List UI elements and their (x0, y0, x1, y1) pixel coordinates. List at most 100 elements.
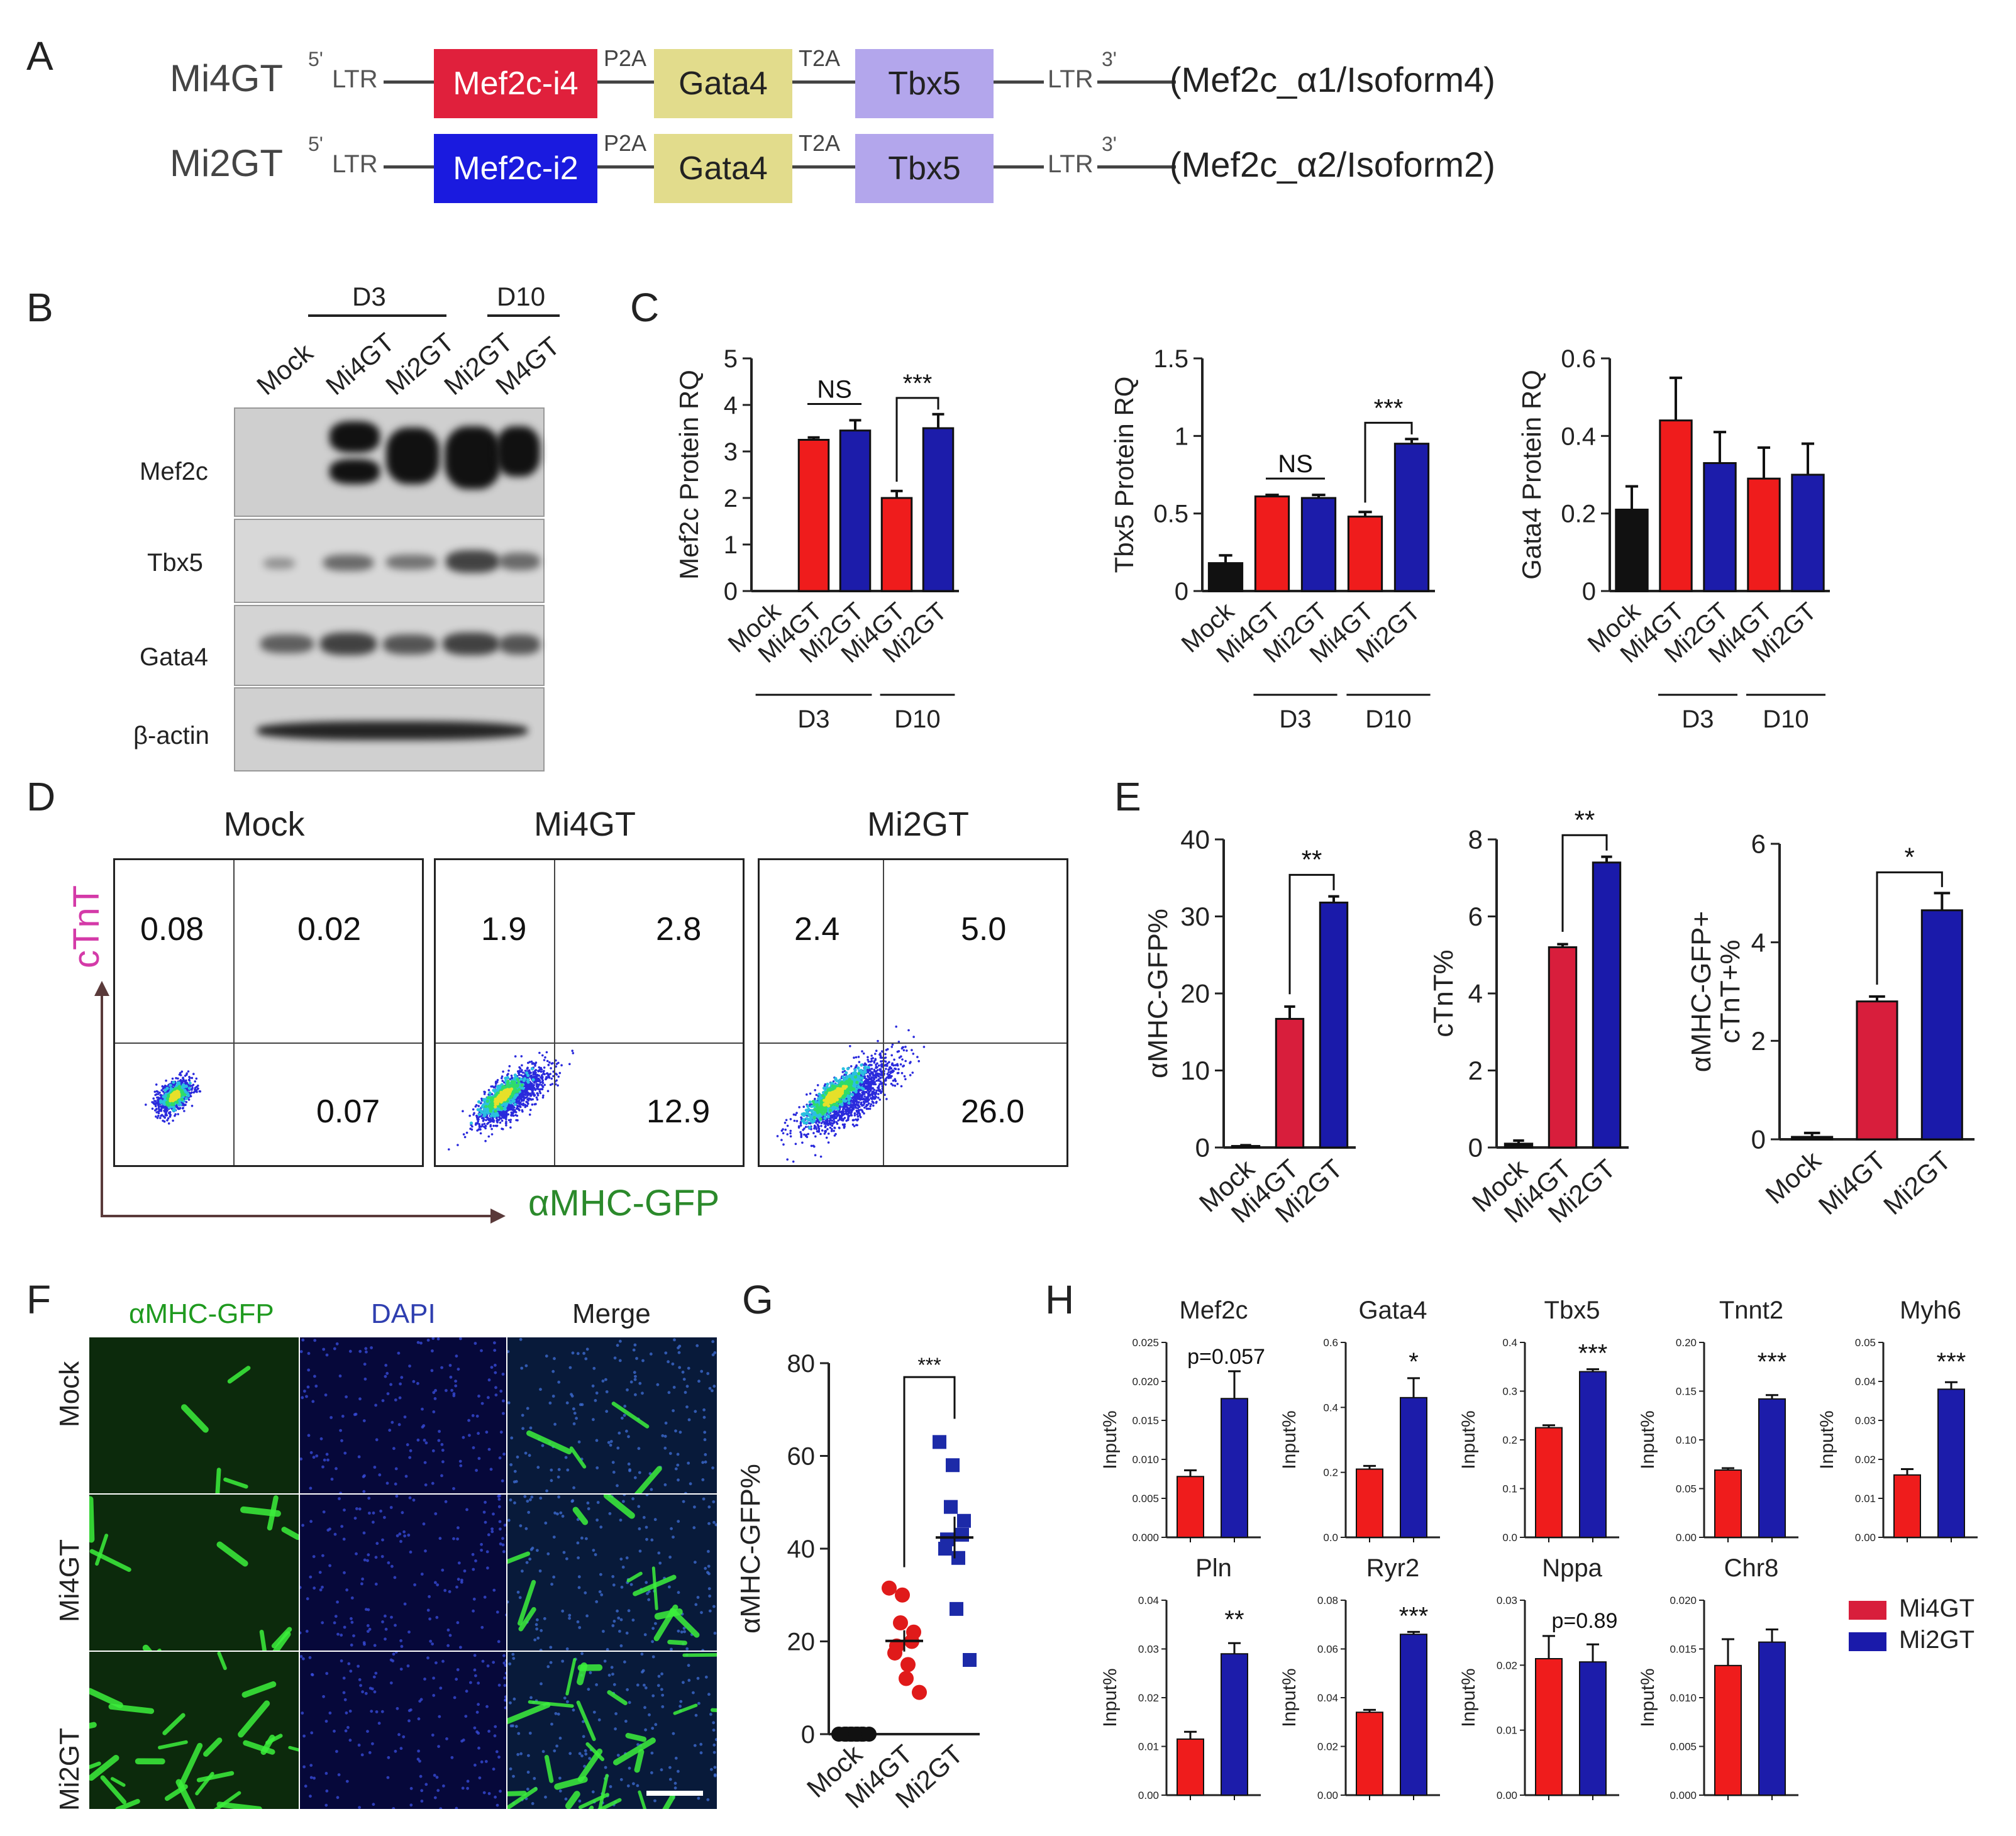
event-dot (154, 1105, 157, 1107)
event-dot (549, 1083, 552, 1087)
event-dot (180, 1097, 184, 1102)
event-dot (157, 1114, 160, 1117)
y-tick-label: 4 (1751, 927, 1766, 957)
y-axis-title: Input% (1637, 1668, 1658, 1727)
event-dot (541, 1074, 543, 1076)
gene-title: Gata4 (1359, 1297, 1427, 1324)
group-label: D3 (1681, 705, 1714, 733)
event-dot (523, 1093, 525, 1096)
event-dot (187, 1078, 191, 1081)
event-dot (505, 1102, 509, 1106)
event-dot (800, 1116, 802, 1119)
event-dot (843, 1123, 846, 1126)
event-dot (509, 1126, 512, 1129)
event-dot (541, 1081, 545, 1085)
event-dot (153, 1090, 157, 1093)
gate-vertical (233, 860, 235, 1165)
event-dot (885, 1098, 888, 1100)
construct-name: Mi2GT (170, 142, 283, 184)
event-dot (156, 1117, 159, 1119)
event-dot (154, 1093, 157, 1097)
gene-title: Tbx5 (1544, 1297, 1600, 1324)
event-dot (186, 1081, 188, 1084)
ltr-left-label: LTR (332, 150, 378, 178)
event-dot (907, 1029, 910, 1032)
panel-letter-f: F (26, 1277, 52, 1322)
y-axis-title: Input% (1458, 1668, 1479, 1727)
event-dot (470, 1128, 474, 1131)
event-dot (505, 1120, 507, 1123)
event-dot (511, 1105, 514, 1109)
event-dot (483, 1093, 486, 1095)
event-dot (158, 1092, 161, 1094)
event-dot (858, 1061, 861, 1063)
event-dot (520, 1055, 523, 1058)
event-dot (541, 1096, 545, 1099)
event-dot (514, 1094, 518, 1098)
event-dot (542, 1072, 545, 1075)
ltr-right-label: LTR (1044, 150, 1097, 179)
event-dot (477, 1100, 481, 1103)
flow-density (145, 1070, 202, 1125)
event-dot (513, 1073, 517, 1077)
event-dot (162, 1119, 164, 1122)
event-dot (552, 1075, 555, 1078)
event-dot (518, 1073, 521, 1076)
event-dot (197, 1087, 199, 1090)
band (499, 553, 540, 570)
event-dot (572, 1052, 575, 1054)
data-point (933, 1435, 946, 1449)
bar-mi4gt (1356, 1468, 1383, 1538)
significance-label: *** (1937, 1348, 1966, 1376)
event-dot (902, 1065, 904, 1068)
event-dot (157, 1112, 160, 1115)
event-dot (475, 1114, 478, 1117)
event-dot (188, 1076, 191, 1078)
event-dot (848, 1107, 851, 1109)
event-dot (539, 1081, 542, 1084)
event-dot (890, 1083, 893, 1085)
gene-title: Tnnt2 (1719, 1297, 1783, 1324)
data-point (887, 1645, 902, 1661)
band (386, 555, 436, 570)
event-dot (163, 1116, 166, 1119)
event-dot (501, 1076, 503, 1080)
event-dot (900, 1085, 903, 1088)
event-dot (521, 1096, 524, 1098)
event-dot (477, 1112, 481, 1117)
significance-label: p=0.89 (1552, 1609, 1618, 1633)
band (260, 634, 314, 653)
gate-vertical (554, 860, 555, 1165)
event-dot (530, 1060, 533, 1063)
event-dot (557, 1084, 559, 1087)
blot-strip-mef2c (234, 407, 545, 517)
y-tick-label: 0.00 (1676, 1532, 1697, 1544)
event-dot (169, 1111, 172, 1114)
event-dot (487, 1096, 490, 1100)
event-dot (869, 1105, 872, 1108)
event-dot (477, 1105, 480, 1107)
event-dot (494, 1109, 497, 1113)
event-dot (531, 1078, 535, 1081)
event-dot (497, 1086, 501, 1090)
y-tick-label: 60 (787, 1443, 816, 1471)
event-dot (162, 1095, 165, 1098)
x-tick-label: Mi4GT (1813, 1146, 1891, 1220)
event-dot (813, 1145, 816, 1148)
bar-mi4gt (1177, 1476, 1204, 1539)
blot-strip-tbx5 (234, 519, 545, 603)
event-dot (506, 1088, 509, 1092)
event-dot (538, 1070, 541, 1072)
bar-mi4gt (1275, 1017, 1305, 1149)
flow-density (448, 1049, 575, 1151)
y-tick-label: 0.03 (1855, 1415, 1876, 1427)
event-dot (522, 1071, 524, 1074)
ltr-left-label: LTR (332, 65, 378, 93)
event-dot (853, 1114, 856, 1117)
y-tick-label: 0 (1195, 1133, 1210, 1163)
